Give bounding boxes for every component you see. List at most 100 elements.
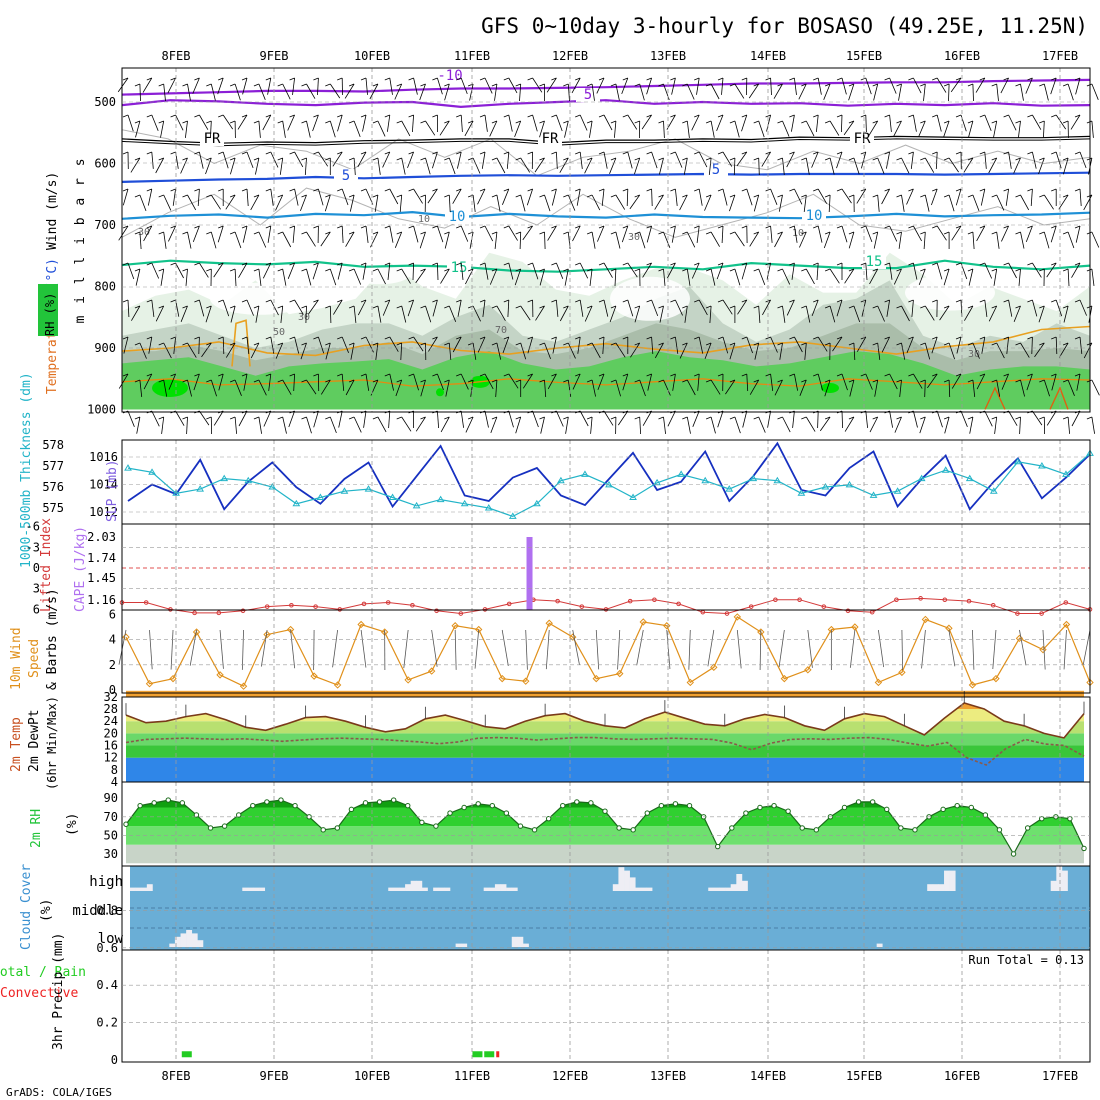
wind-barb-flag [372,305,379,309]
wind-barb-flag [658,379,664,383]
wind-barb-flag [848,157,855,161]
wind-barb [1019,416,1021,435]
wind-barb-flag [777,83,783,87]
wind-barb-flag [313,151,319,155]
wind-barb-flag [824,157,831,161]
wind-barb-flag [586,231,593,235]
wind-barb-flag [241,151,248,155]
wind-barb [1067,231,1075,249]
wind-barb [470,379,474,397]
wind-barb [320,231,331,247]
wind-barb-flag [1039,157,1045,161]
wind-barb-flag [527,114,533,118]
wind-barb [242,77,248,95]
wind-barb [268,373,272,391]
wind-barb-flag [360,373,367,377]
wind-barb-flag [670,336,676,340]
wind10m-barb [474,629,480,669]
wind-barb [734,268,741,286]
wind-barb [704,194,712,211]
wind-barb-flag [967,83,974,87]
wind-barb [828,194,831,213]
wind-barb-flag [575,336,581,340]
wind-barb [579,151,583,169]
wind-barb [651,151,658,169]
wind-barb-flag [908,151,914,155]
wind-barb [976,225,986,242]
wind-barb [267,225,272,243]
wind-barb-flag [1039,194,1045,198]
wind-barb-flag [563,305,569,309]
wind-barb-flag [836,336,843,340]
wind-barb [988,157,998,174]
wind-barb [508,114,513,132]
temp-ytick: 8 [111,763,118,777]
wind-barb-flag [932,262,938,266]
wind-barb [217,225,224,243]
wind-barb [135,268,141,286]
wind-barb [460,410,464,428]
wind-barb-flag [1074,114,1081,118]
wind-barb-flag [348,379,355,383]
isotherm-label-bg [445,210,469,224]
wind-barb [341,225,344,244]
wind-barb-flag [515,120,521,124]
wind-barb [684,305,688,323]
wind-barb [748,83,760,99]
rh-point [151,800,157,806]
wind10m-barb [948,629,956,667]
isotherm-30 [984,386,1006,410]
li-line [122,597,1091,615]
wind-barb-flag [1027,188,1033,192]
wind-barb-flag [694,336,700,340]
wind-barb-flag [337,188,343,192]
wind-speed-point [522,677,530,685]
wind-barb [617,410,629,426]
wind-barb-flag [622,299,628,303]
wind-barb [1043,194,1054,210]
wind-barb [324,194,331,212]
wind-barb [412,114,414,133]
wind-barb-flag [170,336,176,340]
wind-barb-flag [158,231,164,235]
wind-barb [484,262,489,280]
wind-barb-flag [777,268,783,272]
wind-barb [139,231,142,250]
wind10m-barb [545,629,550,670]
wind-barb [506,151,510,169]
rh-ytick: 50 [104,828,118,842]
wind-barb [186,416,188,435]
wind-barb [856,336,867,352]
wind-barb-flag [1086,342,1093,346]
wind-barb [762,299,771,316]
wind-barb-flag [253,231,260,235]
wind-barb [452,336,462,353]
wind-barb [374,194,379,212]
rh-point [616,825,622,831]
wind-barb-flag [1086,194,1093,198]
wind-barb [437,262,439,281]
wind-barb-flag [920,194,926,198]
thickness-ytick: 576 [42,480,64,494]
wind-barb-flag [836,373,843,377]
wind-barb-flag [908,188,914,192]
rh-point [729,825,735,831]
wind-barb-flag [1086,120,1093,124]
li-point [845,608,851,614]
precip-ytick: 0 [111,1053,118,1067]
wind-barb-flag [444,379,450,383]
wind-barb [794,373,798,391]
wind-barb-flag [848,342,855,346]
wind-barb-flag [610,120,617,124]
rh-point [574,799,580,805]
wind-barb [591,83,595,101]
wind-barb [325,342,331,360]
wind-barb [567,83,570,102]
li-point [506,601,512,607]
wind-barb [1008,299,1013,317]
wind-barb-flag [396,379,402,383]
thickness-point [629,493,637,500]
wind-barb [210,120,212,139]
wind-barb-flag [753,342,759,346]
wind-barb [799,231,807,248]
